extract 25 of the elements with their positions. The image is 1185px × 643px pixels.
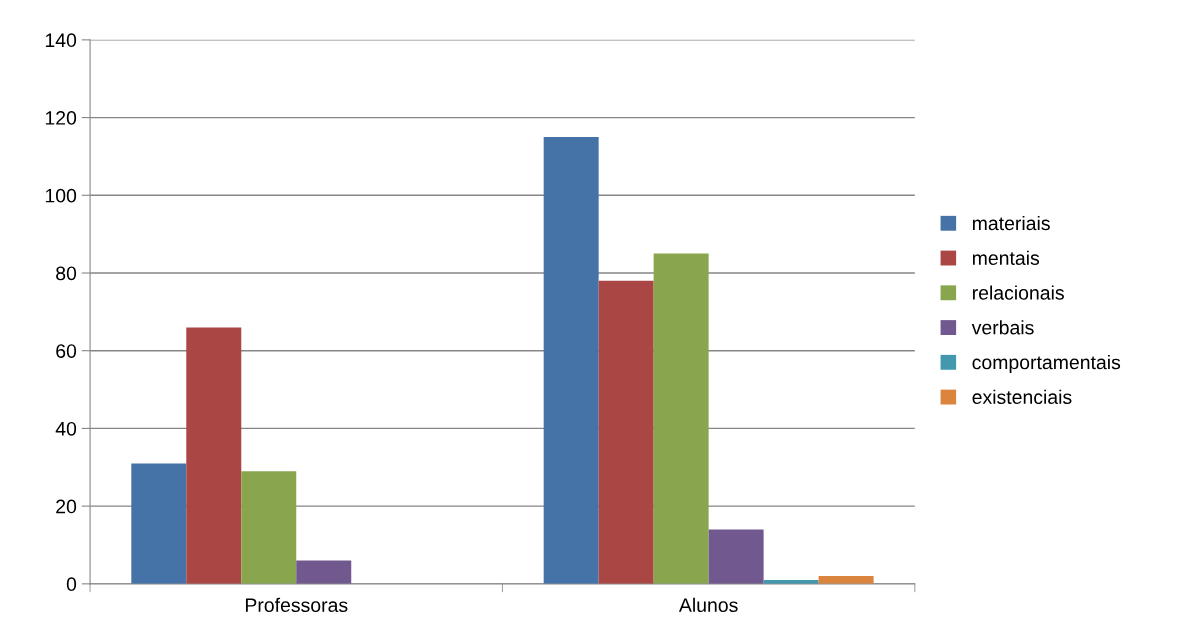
y-tick-label: 120 [45,111,77,125]
bar [241,471,297,584]
y-tick-label: 140 [45,33,77,48]
legend-label: materiais [972,215,1050,231]
bar [818,576,874,584]
bar [186,327,242,584]
y-tick-label: 0 [66,577,77,592]
bar [543,137,599,584]
legend-label: mentais [972,250,1040,265]
bar [131,463,187,584]
bar [296,560,352,584]
x-tick-label: Professoras [245,597,348,613]
legend-label: verbais [971,320,1034,335]
x-tick-label: Alunos [678,597,738,613]
y-tick-label: 80 [56,266,77,281]
legend-label: existenciais [972,389,1072,405]
y-tick-label: 20 [56,499,77,514]
bar [653,253,709,584]
bar [598,280,654,584]
y-tick-label: 100 [45,188,77,203]
y-tick-label: 40 [55,421,77,436]
legend-label: comportamentais [972,354,1121,374]
y-tick-label: 60 [56,344,77,358]
legend-label: relacionais [972,285,1064,300]
bar [708,529,764,584]
